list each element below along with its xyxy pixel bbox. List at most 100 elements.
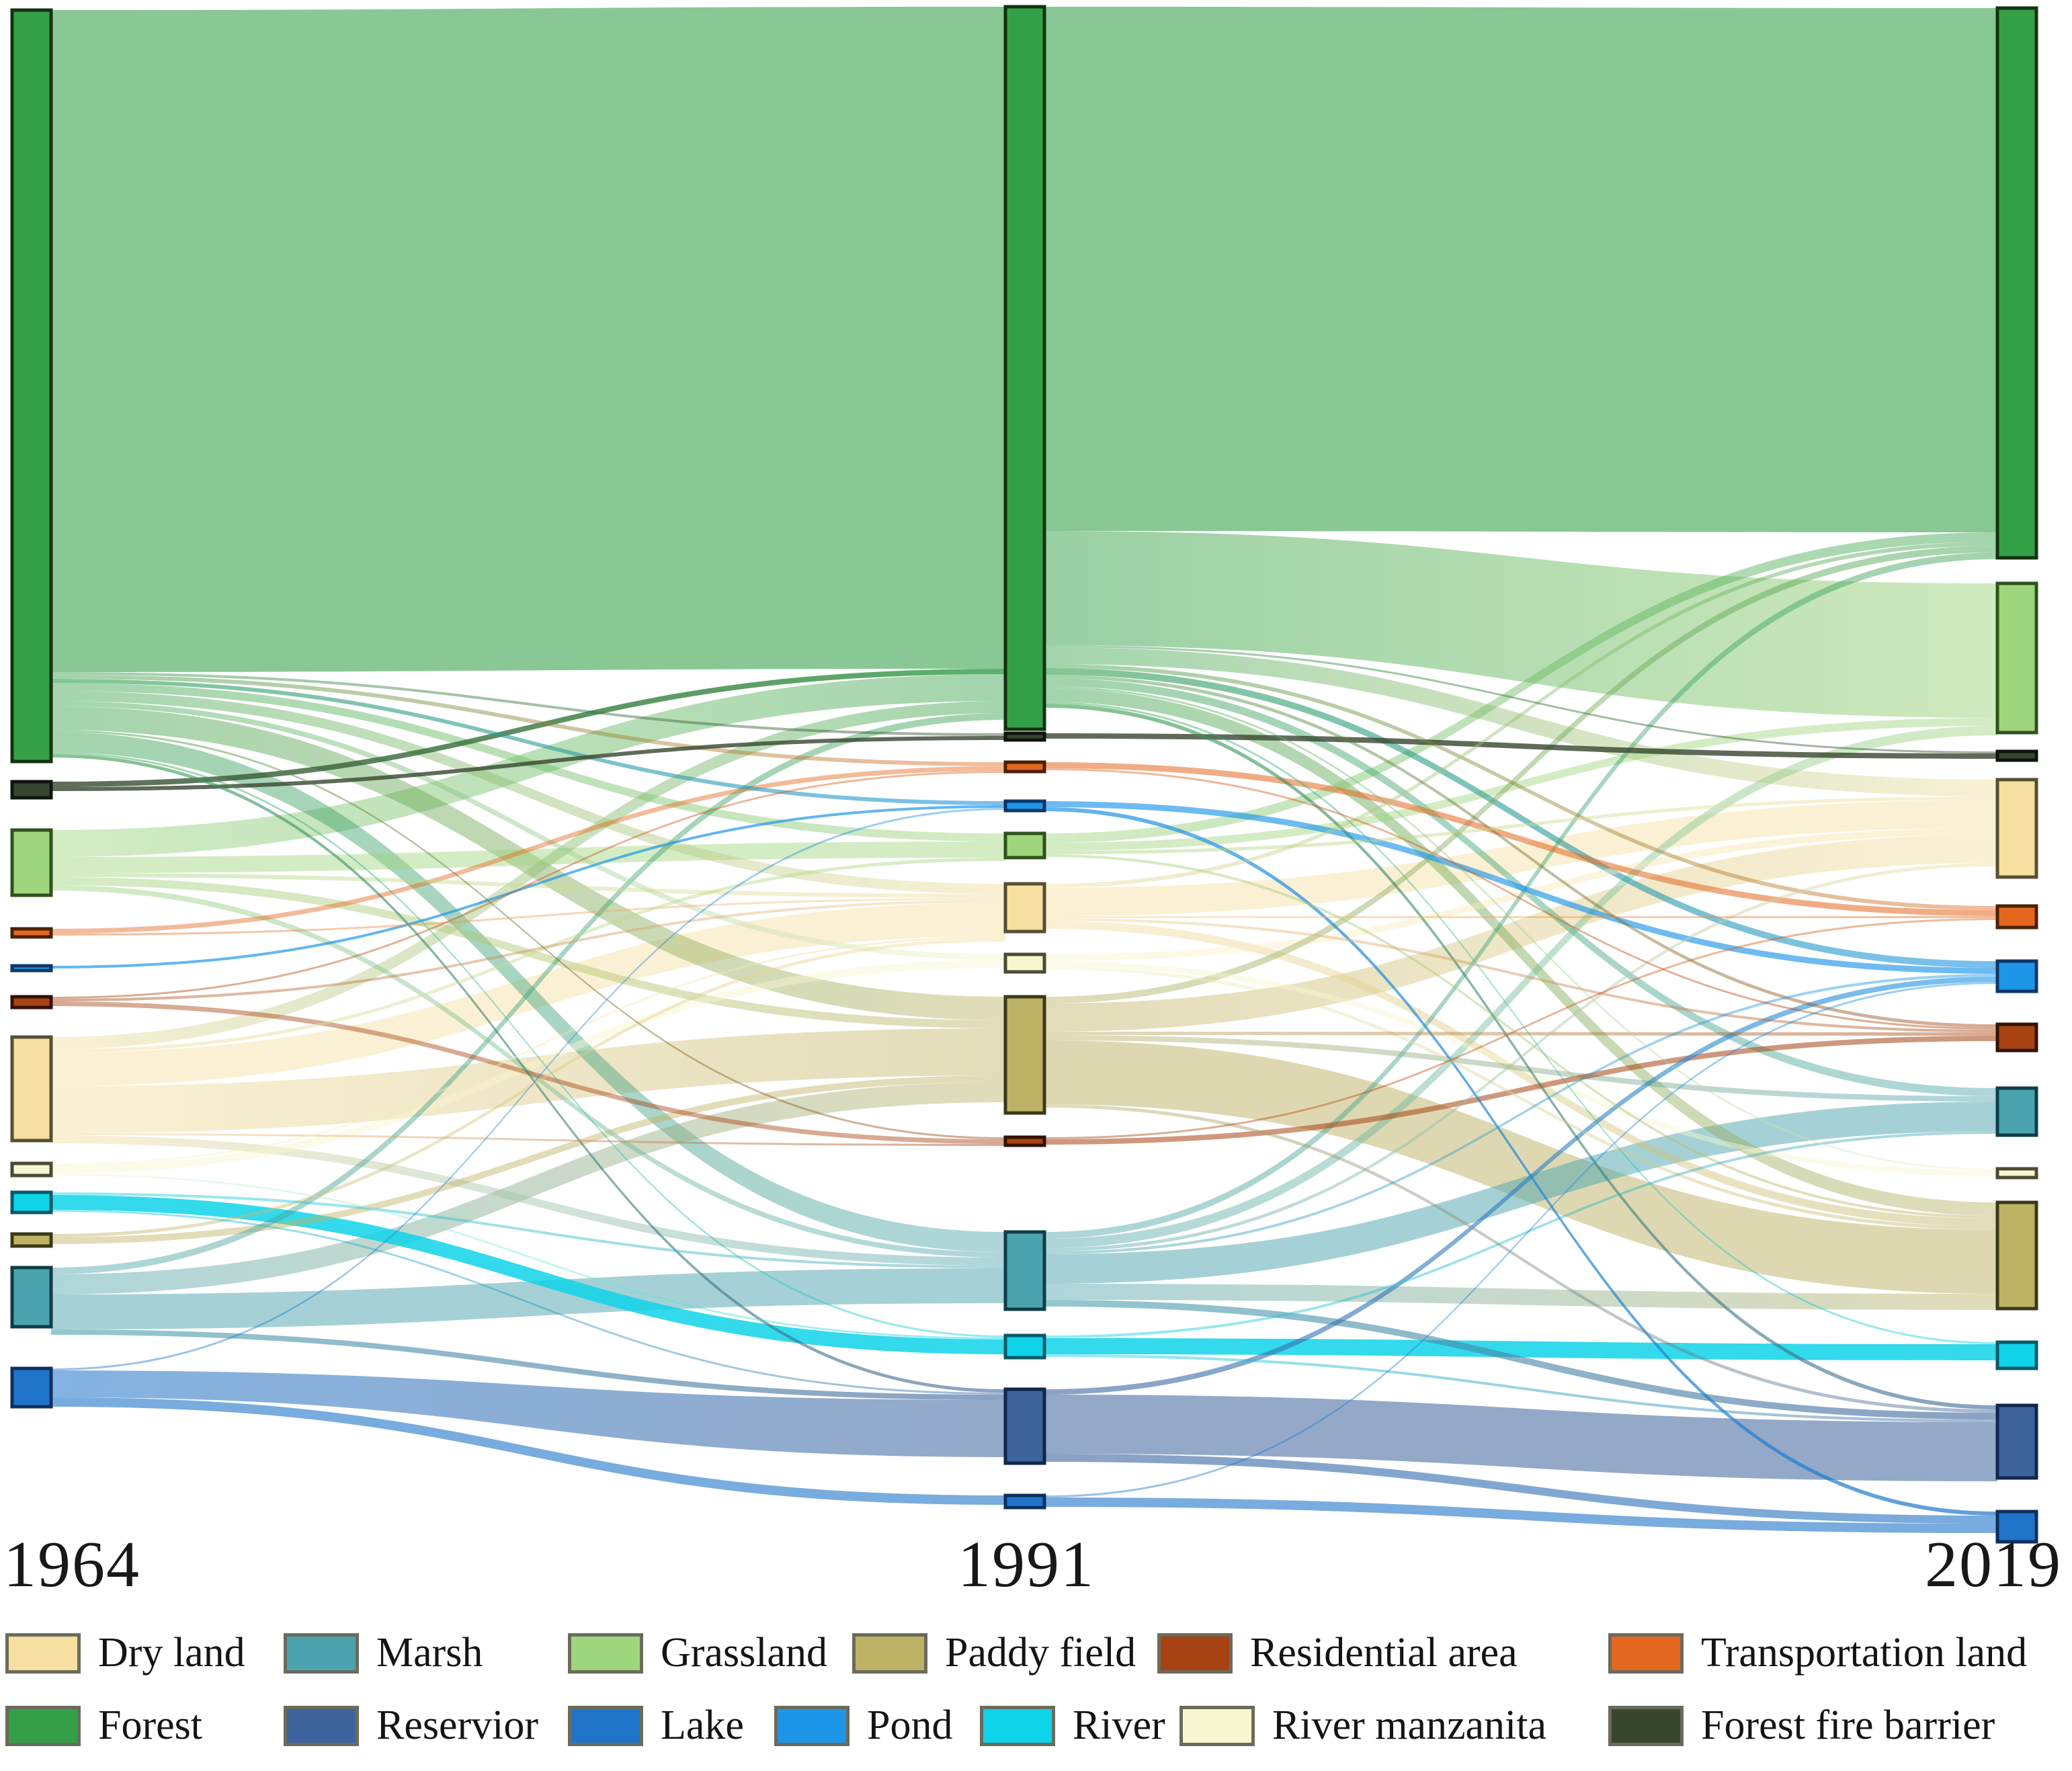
node-1964-grassland — [10, 828, 53, 897]
flow-river-manzanita-to-river-manzanita — [51, 960, 1005, 1173]
flow-dry-land-to-transportation-land — [1044, 916, 1997, 918]
node-1991-dry-land — [1003, 882, 1046, 934]
node-1991-river — [1003, 1333, 1046, 1360]
flow-residential-area-to-residential-area — [1044, 1036, 1997, 1145]
flow-paddy-field-to-marsh — [1044, 1035, 1997, 1102]
flow-paddy-field-to-dry-land — [1044, 835, 1997, 1032]
node-2019-pond — [1995, 959, 2038, 993]
flow-marsh-to-marsh — [51, 1268, 1005, 1329]
node-2019-reservior — [1995, 1403, 2038, 1480]
flow-forest-to-forest — [1044, 7, 1997, 532]
flow-reservior-to-pond — [1044, 977, 1997, 1395]
node-2019-transportation-land — [1995, 904, 2038, 930]
flow-forest-to-dry-land — [51, 691, 1005, 894]
flow-dry-land-to-forest — [1044, 542, 1997, 888]
flow-lake-to-pond — [51, 808, 1005, 1370]
flow-dry-land-to-dry-land — [1044, 800, 1997, 916]
flow-forest-to-pond — [51, 679, 1005, 805]
flow-reservior-to-lake — [1044, 1454, 1997, 1524]
node-1991-forest-fire-barrier — [1003, 731, 1046, 742]
node-2019-paddy-field — [1995, 1200, 2038, 1311]
flow-pond-to-pond — [1044, 801, 1997, 974]
flow-dry-land-to-paddy-field — [51, 1028, 1005, 1133]
flow-forest-to-grassland — [1044, 531, 1997, 718]
flow-residential-area-to-dry-land — [51, 900, 1005, 1001]
node-2019-residential-area — [1995, 1022, 2038, 1053]
flow-lake-to-reservior — [51, 1370, 1005, 1457]
flow-grassland-to-dry-land — [1044, 796, 1997, 854]
flow-grassland-to-grassland — [51, 841, 1005, 873]
flow-dry-land-to-forest — [51, 701, 1005, 1049]
sankey-links — [51, 7, 1997, 1533]
flow-marsh-to-paddy-field — [1044, 1284, 1997, 1310]
flow-residential-area-to-transportation-land — [1044, 918, 1997, 1139]
flow-forest-to-dry-land — [1044, 647, 1997, 796]
flow-forest-to-river — [51, 752, 1005, 1337]
flow-forest-to-paddy-field — [1044, 688, 1997, 1216]
axis-label-2019: 2019 — [1925, 1528, 2062, 1601]
node-1964-pond — [10, 964, 53, 973]
node-1991-pond — [1003, 799, 1046, 813]
flow-river-manzanita-to-dry-land — [51, 936, 1005, 1165]
flow-lake-to-pond — [1044, 982, 1997, 1497]
flow-river-to-river — [51, 1195, 1005, 1354]
flow-forest-to-transportation-land — [51, 675, 1005, 766]
flow-forest-to-residential-area — [1044, 675, 1997, 1028]
flow-dry-land-to-residential-area — [1044, 918, 1997, 1032]
flow-transportation-land-to-residential-area — [1044, 768, 1997, 1030]
flow-reservior-to-reservior — [1044, 1395, 1997, 1481]
flow-river-to-reservior — [1044, 1354, 1997, 1422]
flow-forest-fire-barrier-to-forest — [51, 669, 1005, 787]
node-2019-forest — [1995, 6, 2038, 560]
flow-forest-to-transportation-land — [1044, 664, 1997, 910]
node-2019-forest-fire-barrier — [1995, 749, 2038, 762]
node-1964-forest — [10, 8, 53, 764]
flow-dry-land-to-grassland — [51, 858, 1005, 1053]
flow-marsh-to-grassland — [1044, 726, 1997, 1248]
flow-marsh-to-reservior — [51, 1329, 1005, 1400]
flow-grassland-to-grassland — [1044, 718, 1997, 851]
flow-forest-to-river-manzanita — [1044, 686, 1997, 1171]
flow-forest-to-forest — [51, 7, 1005, 672]
node-2019-lake — [1995, 1510, 2038, 1544]
node-1964-forest-fire-barrier — [10, 780, 53, 800]
flow-pond-to-pond — [51, 805, 1005, 969]
flow-river-to-marsh — [1044, 1131, 1997, 1338]
node-1964-river-manzanita — [10, 1161, 53, 1178]
node-2019-dry-land — [1995, 778, 2038, 879]
flow-river-to-reservior — [51, 1210, 1005, 1395]
flow-grassland-to-paddy-field — [1044, 854, 1997, 1219]
flow-grassland-to-forest — [1044, 532, 1997, 843]
sankey-nodes — [10, 5, 2038, 1544]
flow-transportation-land-to-transportation-land — [1044, 762, 1997, 916]
flow-forest-to-forest-fire-barrier — [51, 672, 1005, 736]
axis-label-1964: 1964 — [3, 1528, 140, 1601]
flow-forest-to-reservior — [51, 754, 1005, 1393]
flow-paddy-field-to-paddy-field — [1044, 1040, 1997, 1294]
node-1964-marsh — [10, 1266, 53, 1329]
flow-forest-to-forest-fire-barrier — [1044, 645, 1997, 753]
flow-paddy-field-to-dry-land — [51, 938, 1005, 1237]
flow-marsh-to-forest — [1044, 552, 1997, 1239]
flow-river-manzanita-to-paddy-field — [1044, 966, 1997, 1230]
node-1964-paddy-field — [10, 1232, 53, 1248]
flow-paddy-field-to-paddy-field — [51, 1075, 1005, 1244]
flow-forest-to-pond — [1044, 668, 1997, 968]
flow-river-to-marsh — [51, 1192, 1005, 1268]
node-2019-marsh — [1995, 1086, 2038, 1137]
flow-forest-fire-barrier-to-forest-fire-barrier — [51, 736, 1005, 791]
node-2019-grassland — [1995, 581, 2038, 735]
node-1964-river — [10, 1190, 53, 1214]
flow-transportation-land-to-transportation-land — [51, 766, 1005, 934]
flow-paddy-field-to-residential-area — [1044, 1032, 1997, 1036]
node-1964-dry-land — [10, 1035, 53, 1143]
node-1964-transportation-land — [10, 927, 53, 939]
flow-marsh-to-marsh — [1044, 1102, 1997, 1284]
flow-river-to-river — [1044, 1338, 1997, 1360]
node-1991-forest — [1003, 5, 1046, 731]
flow-residential-area-to-transportation-land — [51, 771, 1005, 999]
flow-forest-to-river-manzanita — [51, 701, 1005, 960]
node-1964-lake — [10, 1366, 53, 1409]
flow-marsh-to-paddy-field — [51, 1082, 1005, 1294]
